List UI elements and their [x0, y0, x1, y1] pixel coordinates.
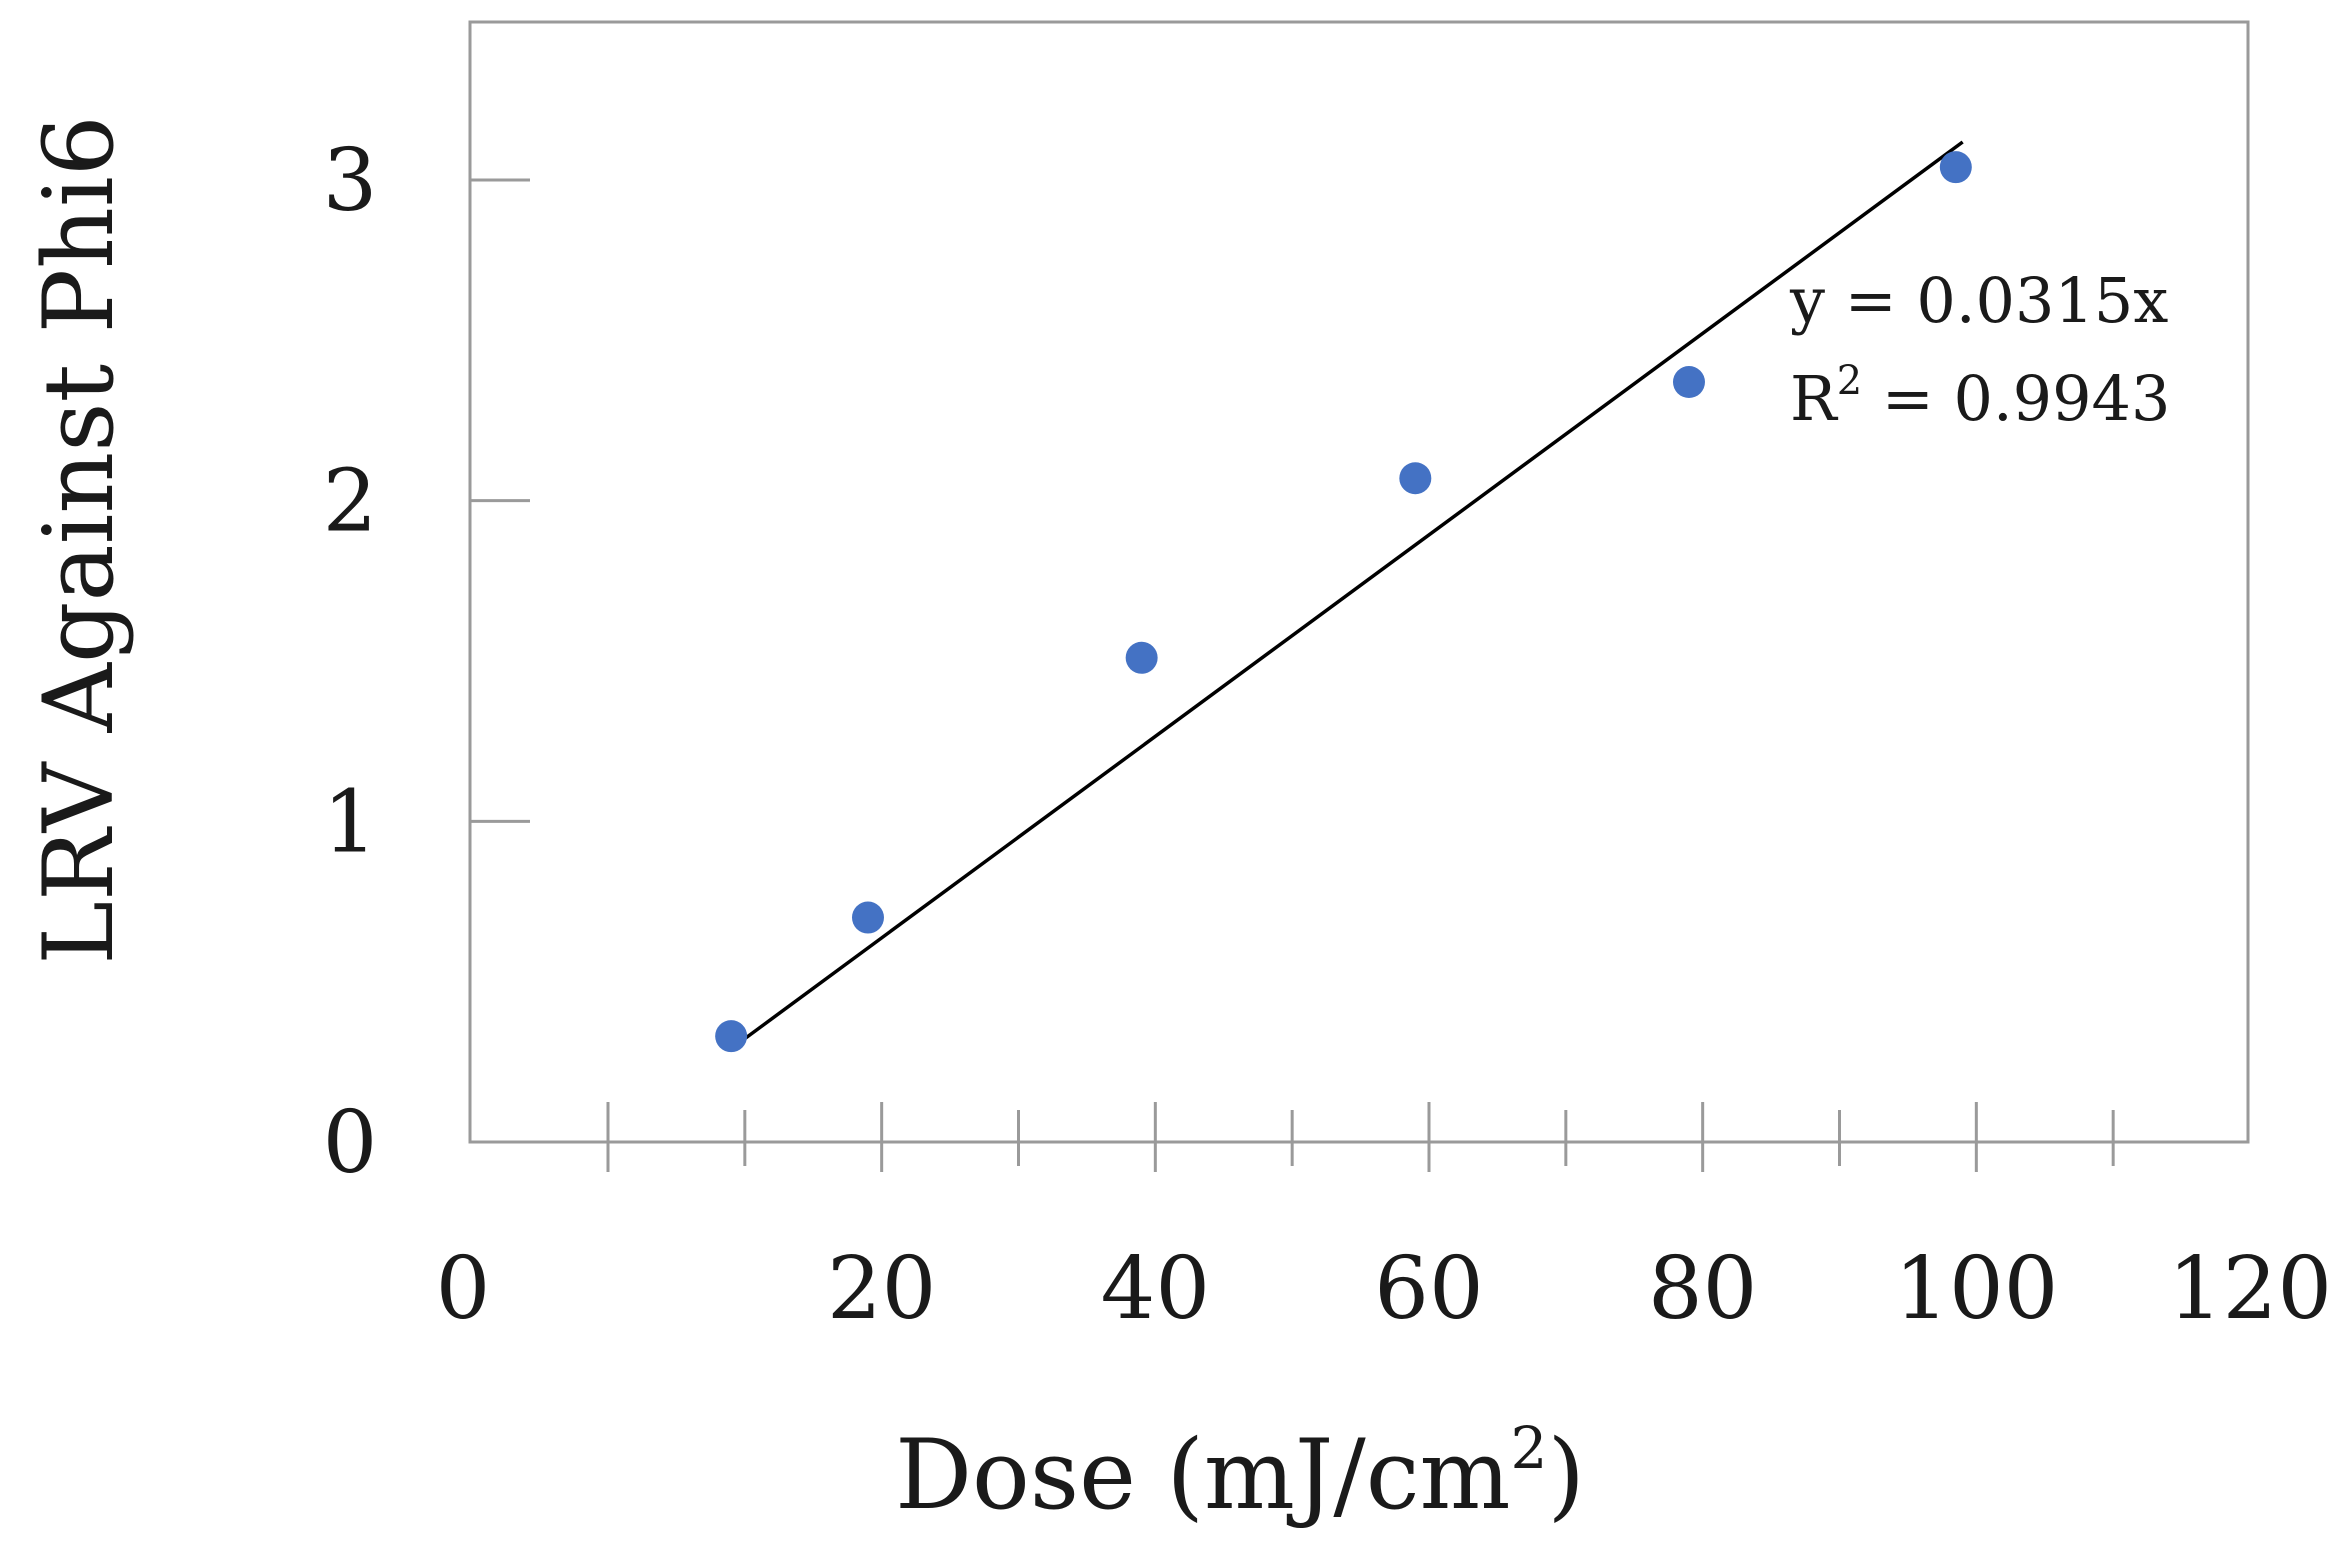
- x-tick-label-80: 80: [1648, 1239, 1757, 1339]
- y-tick-label-2: 2: [323, 452, 378, 552]
- y-axis-tick-labels: 0 1 2 3: [323, 131, 378, 1193]
- y-tick-label-1: 1: [323, 772, 378, 872]
- x-tick-label-20: 20: [827, 1239, 936, 1339]
- x-tick-label-40: 40: [1101, 1239, 1210, 1339]
- data-point: [1125, 641, 1158, 674]
- x-axis-ticks: [606, 1102, 2115, 1172]
- r-squared-superscript: 2: [1837, 358, 1862, 404]
- x-axis-title-main: Dose (mJ/cm: [895, 1419, 1510, 1531]
- y-axis-ticks: [470, 178, 530, 823]
- x-tick-label-60: 60: [1374, 1239, 1483, 1339]
- trendline-group: [733, 140, 1964, 1048]
- y-tick-label-3: 3: [323, 131, 378, 231]
- x-axis-tick-labels: 0 20 40 60 80 100 120: [436, 1239, 2330, 1339]
- data-point: [1672, 366, 1705, 399]
- x-axis-title-close: ): [1547, 1419, 1584, 1531]
- data-points: [715, 151, 1972, 1053]
- r-squared-value: = 0.9943: [1862, 362, 2170, 435]
- y-axis-title: LRV Against Phi6: [23, 115, 135, 965]
- data-point: [715, 1020, 748, 1053]
- x-tick-label-0: 0: [436, 1239, 491, 1339]
- trendline-equation: y = 0.0315x: [1789, 264, 2168, 337]
- data-point: [851, 901, 884, 934]
- x-tick-label-100: 100: [1894, 1239, 2058, 1339]
- trendline: [733, 140, 1964, 1048]
- data-point: [1399, 462, 1432, 495]
- r-squared-prefix: R: [1790, 362, 1839, 435]
- x-axis-title-superscript: 2: [1511, 1414, 1548, 1482]
- plot-area-border: [468, 20, 2250, 1144]
- data-point: [1939, 151, 1972, 184]
- y-tick-label-0: 0: [323, 1093, 378, 1193]
- x-axis-title: Dose (mJ/cm2): [895, 1414, 1585, 1531]
- r-squared-label: R2 = 0.9943: [1790, 358, 2170, 435]
- x-tick-label-120: 120: [2168, 1239, 2330, 1339]
